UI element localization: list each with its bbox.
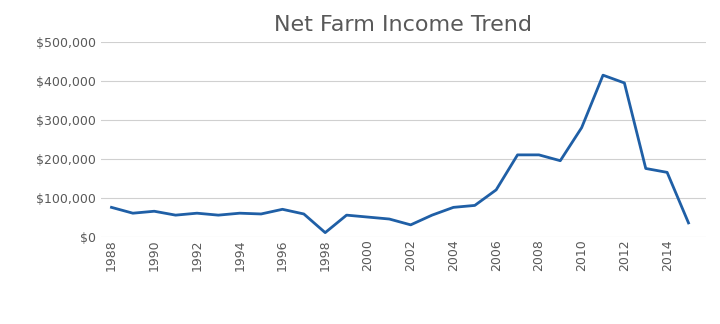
Title: Net Farm Income Trend: Net Farm Income Trend — [274, 15, 532, 35]
